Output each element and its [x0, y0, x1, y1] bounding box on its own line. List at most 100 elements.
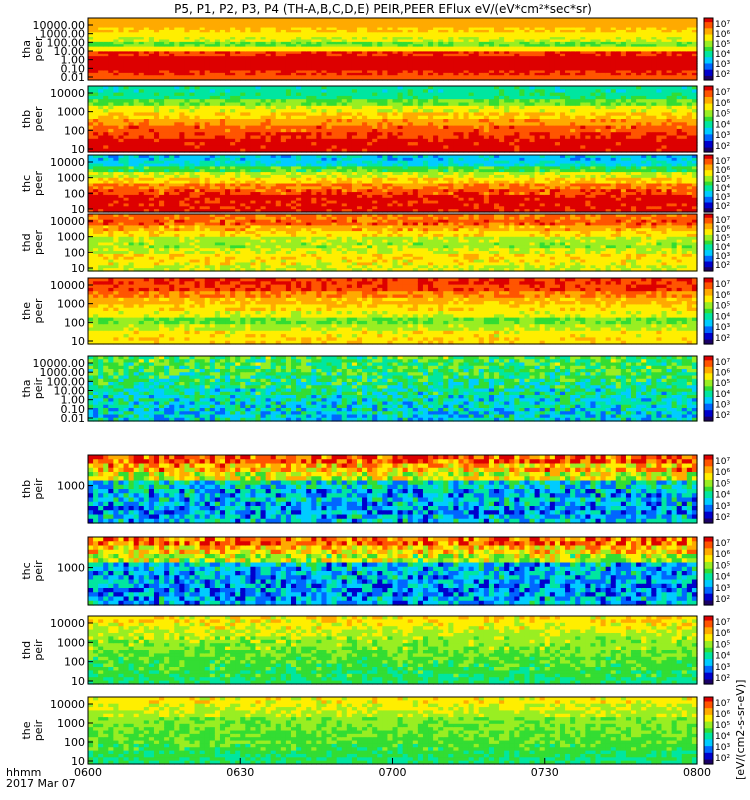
y-tick-label: 0.01	[61, 412, 86, 425]
colorbar-tick-label: 10⁶	[715, 468, 730, 478]
panel-frame	[87, 213, 698, 272]
y-tick-label: 10	[71, 203, 85, 216]
y-tick-label: 10.00	[54, 45, 86, 58]
colorbar-tick-label: 10⁵	[715, 479, 730, 489]
y-tick-label: 1000	[57, 231, 85, 244]
colorbar-tick-label: 10²	[715, 142, 730, 152]
y-tick-label: 1.00	[61, 394, 86, 407]
y-tick-label: 10000	[50, 215, 85, 228]
y-tick-label: 10.00	[54, 385, 86, 398]
panel-frame	[87, 277, 698, 345]
spectrogram-image	[88, 214, 698, 272]
colorbar-tick-label: 10⁵	[715, 640, 730, 650]
colorbar-tick-label: 10²	[715, 334, 730, 344]
panel-species-label: peir	[32, 719, 45, 741]
colorbar-tick-label: 10³	[715, 502, 730, 512]
x-tick-label: 0730	[531, 766, 559, 779]
panel-probe-label: tha	[20, 379, 33, 397]
colorbar-tick-label: 10⁴	[715, 652, 730, 662]
colorbar-tick-label: 10⁴	[715, 184, 730, 194]
colorbar-tick-label: 10⁶	[715, 291, 730, 301]
colorbar-tick-label: 10⁴	[715, 312, 730, 322]
y-tick-label: 10	[71, 675, 85, 688]
x-tick-label: 0630	[226, 766, 254, 779]
colorbar-tick-label: 10³	[715, 193, 730, 203]
y-tick-label: 10000	[50, 87, 85, 100]
spectrogram-image	[88, 356, 698, 422]
colorbar-tick-label: 10⁵	[715, 721, 730, 731]
y-tick-label: 100	[64, 316, 85, 329]
colorbar-tick-label: 10⁴	[715, 390, 730, 400]
panel-probe-label: tha	[20, 40, 33, 58]
colorbar-tick-label: 10⁵	[715, 302, 730, 312]
colorbar-tick-label: 10³	[715, 663, 730, 673]
colorbar-tick-label: 10⁴	[715, 50, 730, 60]
y-tick-label: 10000	[50, 698, 85, 711]
spectrogram-image	[88, 18, 698, 81]
x-tick-label: 0700	[379, 766, 407, 779]
panel-species-label: peer	[32, 171, 45, 197]
y-tick-label: 1000	[57, 562, 85, 575]
colorbar-tick-label: 10³	[715, 584, 730, 594]
colorbar-tick-label: 10⁵	[715, 234, 730, 244]
y-tick-label: 100	[64, 656, 85, 669]
panel-frame	[87, 85, 698, 153]
y-tick-label: 1000	[57, 717, 85, 730]
y-tick-label: 1000	[57, 636, 85, 649]
colorbar-tick-label: 10⁷	[715, 216, 730, 226]
colorbar-tick-label: 10²	[715, 674, 730, 684]
panel-probe-label: thd	[20, 641, 33, 659]
spectrogram-image	[88, 155, 698, 213]
y-tick-label: 10000.00	[33, 19, 86, 32]
spectrogram-image	[88, 86, 698, 153]
y-tick-label: 100	[64, 187, 85, 200]
colorbar-tick-label: 10⁶	[715, 99, 730, 109]
panel-probe-label: thc	[20, 562, 33, 579]
y-tick-label: 10	[71, 262, 85, 275]
colorbar-tick-label: 10⁴	[715, 120, 730, 130]
colorbar-tick-label: 10²	[715, 595, 730, 605]
panel-species-label: peir	[32, 478, 45, 500]
y-tick-label: 100.00	[47, 36, 86, 49]
y-tick-label: 100	[64, 736, 85, 749]
colorbar-tick-label: 10⁷	[715, 457, 730, 467]
colorbar-tick-label: 10⁷	[715, 88, 730, 98]
colorbar-tick-label: 10⁶	[715, 550, 730, 560]
colorbar-tick-label: 10⁵	[715, 110, 730, 120]
panel-species-label: peir	[32, 377, 45, 399]
panel-frame	[87, 536, 698, 606]
colorbar-tick-label: 10²	[715, 754, 730, 764]
panel-probe-label: the	[20, 302, 33, 320]
y-tick-label: 10000	[50, 617, 85, 630]
colorbar-tick-label: 10⁴	[715, 491, 730, 501]
colorbar-tick-label: 10³	[715, 323, 730, 333]
y-tick-label: 100	[64, 124, 85, 137]
y-tick-label: 10	[71, 143, 85, 156]
colorbar-tick-label: 10²	[715, 202, 730, 212]
y-tick-label: 1000.00	[40, 366, 86, 379]
colorbar-tick-label: 10⁷	[715, 358, 730, 368]
colorbar-tick-label: 10⁴	[715, 243, 730, 253]
y-tick-label: 0.10	[61, 403, 86, 416]
colorbar-tick-label: 10⁶	[715, 225, 730, 235]
colorbar-tick-label: 10⁴	[715, 573, 730, 583]
colorbar-tick-label: 10⁶	[715, 166, 730, 176]
y-tick-label: 100.00	[47, 375, 86, 388]
panel-frame	[87, 615, 698, 685]
panels: 10000.001000.00100.0010.001.000.100.01th…	[20, 17, 730, 768]
panel-species-label: peer	[32, 230, 45, 256]
y-tick-label: 1000.00	[40, 28, 86, 41]
